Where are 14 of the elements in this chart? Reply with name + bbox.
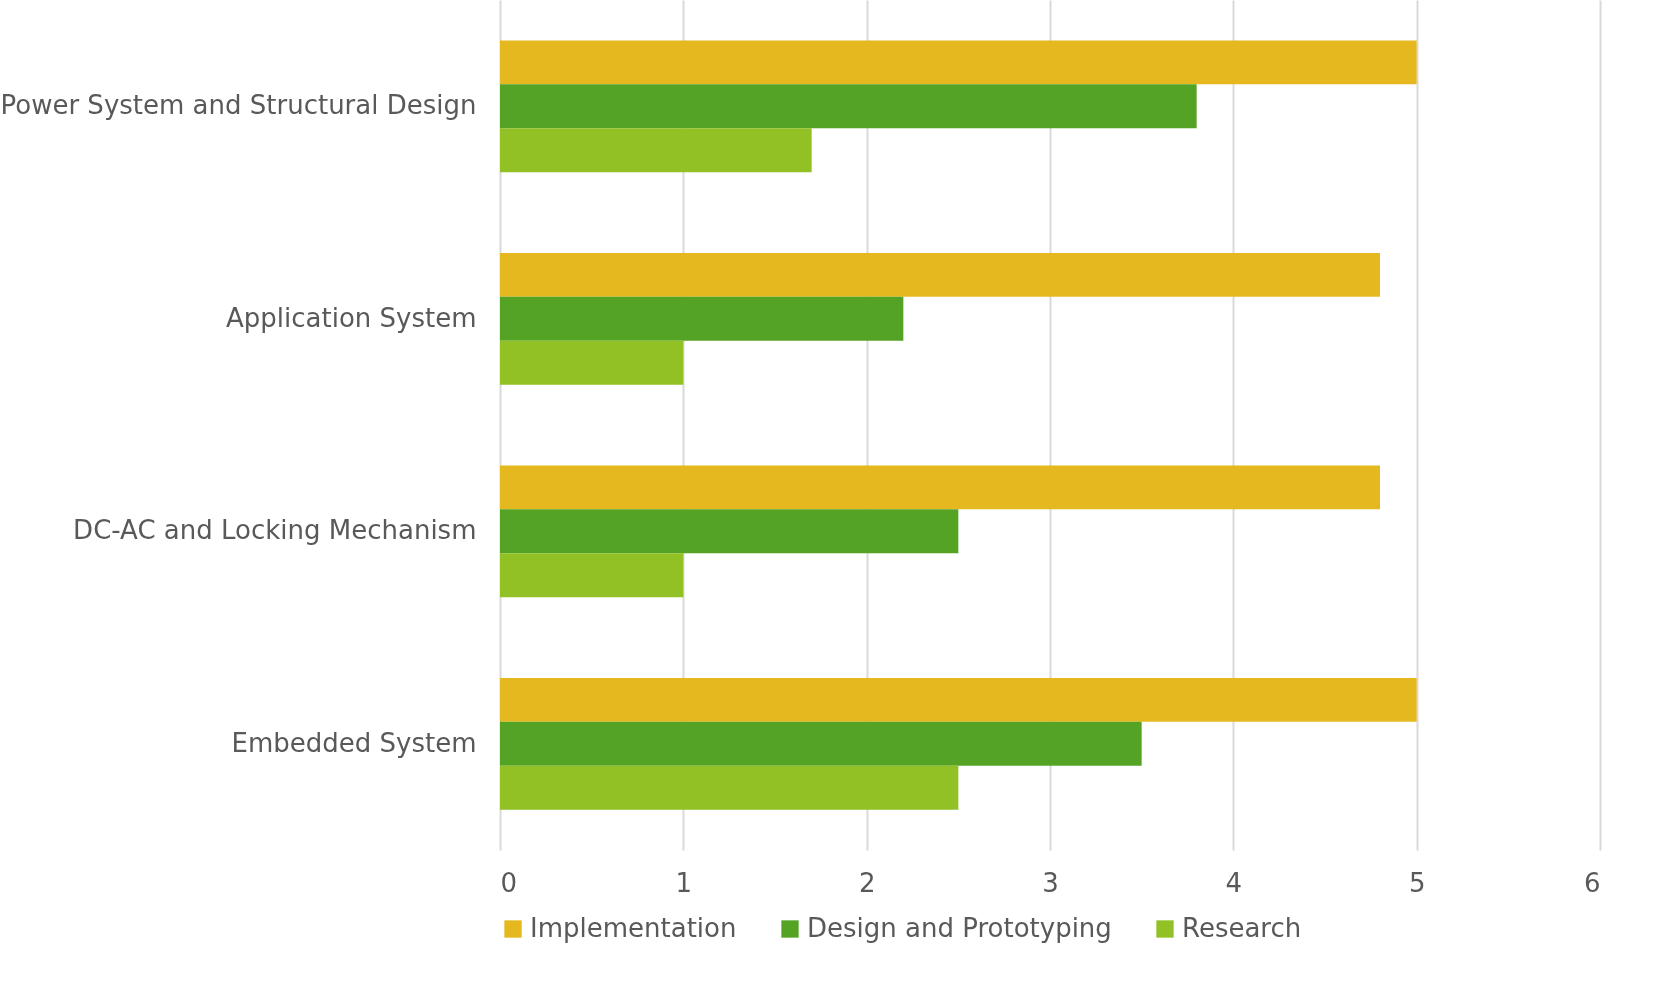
legend-label: Research [1182, 913, 1302, 943]
x-tick-label: 0 [500, 867, 518, 898]
legend-label: Design and Prototyping [807, 913, 1112, 943]
y-tick-label: Embedded System [231, 727, 477, 758]
legend-label: Implementation [530, 913, 737, 943]
y-tick-label: DC-AC and Locking Mechanism [73, 515, 477, 546]
x-tick-label: 2 [858, 867, 876, 898]
y-tick-label: Power System and Structural Design [0, 90, 477, 121]
x-tick-label: 3 [1042, 867, 1059, 898]
x-tick-label: 6 [1583, 867, 1601, 898]
y-tick-label: Application System [226, 302, 477, 333]
x-tick-label: 1 [675, 867, 693, 898]
x-tick-label: 4 [1225, 867, 1243, 898]
x-tick-label: 5 [1408, 867, 1426, 898]
